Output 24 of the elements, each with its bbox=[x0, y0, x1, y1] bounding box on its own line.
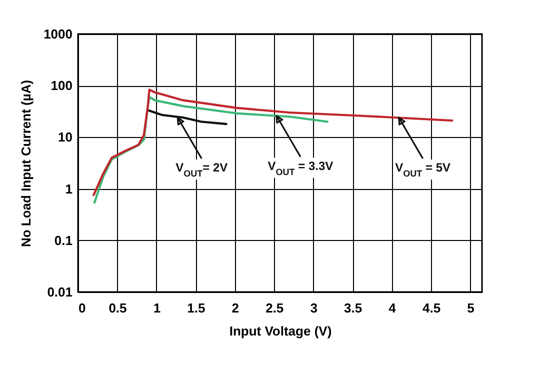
x-tick-label: 2.5 bbox=[266, 300, 284, 316]
x-tick-label: 3 bbox=[310, 300, 318, 316]
y-tick-label: 10 bbox=[58, 130, 72, 145]
y-axis-title: No Load Input Current (µA) bbox=[18, 80, 34, 248]
y-tick-label: 1000 bbox=[44, 26, 72, 42]
x-tick-label: 3.5 bbox=[344, 300, 362, 316]
annotation: V$_{OUT}$= 2V bbox=[176, 160, 228, 179]
annotation: V$_{OUT}$ = 3.3V bbox=[268, 158, 334, 177]
y-tick-label: 1 bbox=[65, 181, 72, 196]
x-tick-label: 2 bbox=[232, 300, 240, 316]
x-tick-label: 4.5 bbox=[422, 300, 441, 316]
y-tick-label: 0.1 bbox=[54, 232, 72, 248]
x-tick-label: 1.5 bbox=[187, 300, 206, 316]
x-tick-label: 1 bbox=[153, 300, 161, 316]
y-tick-label: 100 bbox=[50, 78, 72, 94]
line-series bbox=[92, 88, 454, 196]
annotation: V$_{OUT}$ = 5V bbox=[395, 160, 451, 179]
x-tick-label: 0 bbox=[78, 300, 86, 316]
y-tick-label: 0.01 bbox=[47, 284, 72, 300]
line-series bbox=[148, 109, 228, 126]
x-tick-label: 0.5 bbox=[108, 300, 127, 316]
x-axis-title: Input Voltage (V) bbox=[229, 324, 332, 338]
x-tick-label: 4 bbox=[388, 300, 397, 316]
x-tick-label: 5 bbox=[467, 300, 474, 316]
